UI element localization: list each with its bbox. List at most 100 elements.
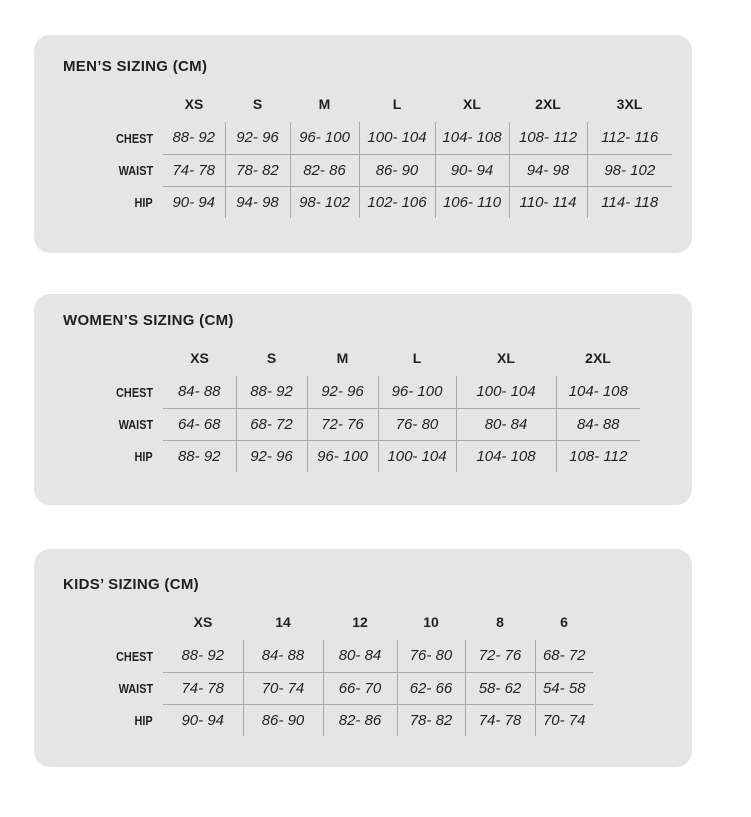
measurement-row: HIP 90- 94 86- 90 82- 86 78- 82 74- 78 70- 74	[63, 704, 593, 736]
size-range-cell: 70- 74	[242, 672, 323, 705]
size-column-header: XS	[184, 96, 204, 112]
size-range-cell: 104- 108	[555, 376, 640, 409]
size-range-cell: 78- 82	[396, 704, 465, 736]
size-column-header: 2XL	[585, 350, 611, 366]
size-range-cell: 80- 84	[455, 408, 556, 441]
size-range-cell: 92- 96	[306, 376, 378, 409]
size-range-cell: 86- 90	[358, 154, 435, 187]
measurement-label: CHEST	[63, 376, 163, 408]
size-range-cell: 100- 104	[358, 122, 435, 155]
size-range-cell: 76- 80	[377, 408, 456, 441]
measurement-label-text: WAIST	[118, 680, 153, 696]
size-column-header: 12	[352, 614, 368, 630]
size-column-header: 6	[560, 614, 568, 630]
measurement-row: CHEST 84- 88 88- 92 92- 96 96- 100 100- 104 10…	[63, 376, 640, 409]
size-range-cell: 74- 78	[163, 154, 225, 187]
size-range-cell: 78- 82	[224, 154, 290, 187]
size-range-cell: 82- 86	[322, 704, 397, 736]
size-range-cell: 54- 58	[534, 672, 593, 705]
size-column-header: M	[336, 350, 349, 366]
size-column-header: 10	[423, 614, 439, 630]
measurement-row: CHEST 88- 92 84- 88 80- 84 76- 80 72- 76 68- 7…	[63, 640, 593, 673]
size-range-cell: 74- 78	[163, 672, 243, 705]
size-range-cell: 82- 86	[289, 154, 359, 187]
size-column-header: 14	[275, 614, 291, 630]
panel-title-kids: KIDS’ SIZING (CM)	[63, 576, 199, 593]
measurement-row: HIP 90- 94 94- 98 98- 102 102- 106 106- 110 11…	[63, 186, 672, 218]
size-range-cell: 88- 92	[163, 122, 225, 155]
measurement-row: HIP 88- 92 92- 96 96- 100 100- 104 104- 108 10…	[63, 440, 640, 472]
measurement-label: HIP	[63, 186, 163, 218]
size-range-cell: 72- 76	[464, 640, 535, 673]
size-range-cell: 96- 100	[377, 376, 456, 409]
size-range-cell: 98- 102	[586, 154, 672, 187]
page: MEN’S SIZING (CM) XS S M L XL 2XL 3XL CHEST 88- …	[0, 35, 751, 817]
size-column-header: S	[252, 96, 263, 112]
measurement-label: HIP	[63, 440, 163, 472]
size-range-cell: 102- 106	[358, 186, 435, 218]
size-range-cell: 108- 112	[555, 440, 640, 472]
size-header-row: XS S M L XL 2XL	[63, 346, 640, 376]
size-range-cell: 100- 104	[455, 376, 556, 409]
size-range-cell: 72- 76	[306, 408, 378, 441]
size-range-cell: 90- 94	[434, 154, 509, 187]
size-column-header: M	[318, 96, 331, 112]
measurement-label-text: HIP	[134, 712, 153, 728]
measurement-label: WAIST	[63, 154, 163, 186]
size-range-cell: 62- 66	[396, 672, 465, 705]
size-range-cell: 114- 118	[586, 186, 672, 218]
measurement-label: WAIST	[63, 408, 163, 440]
mens-sizing-panel: MEN’S SIZING (CM) XS S M L XL 2XL 3XL CHEST 88- …	[34, 35, 692, 253]
size-range-cell: 108- 112	[508, 122, 587, 155]
size-column-header: XL	[463, 96, 481, 112]
measurement-row: WAIST 64- 68 68- 72 72- 76 76- 80 80- 84 84- 8…	[63, 408, 640, 441]
size-range-cell: 112- 116	[586, 122, 672, 155]
size-range-cell: 94- 98	[224, 186, 290, 218]
size-range-cell: 104- 108	[434, 122, 509, 155]
size-range-cell: 76- 80	[396, 640, 465, 673]
measurement-label-text: WAIST	[118, 416, 153, 432]
size-range-cell: 94- 98	[508, 154, 587, 187]
size-range-cell: 90- 94	[172, 193, 216, 211]
size-range-cell: 88- 92	[177, 447, 221, 465]
size-range-cell: 68- 72	[235, 408, 307, 441]
size-range-cell: 80- 84	[322, 640, 397, 673]
size-range-cell: 92- 96	[224, 122, 290, 155]
womens-sizing-table: XS S M L XL 2XL CHEST 84- 88 88- 92 92- 96 96- 100…	[63, 346, 640, 472]
size-range-cell: 96- 100	[289, 122, 359, 155]
size-range-cell: 70- 74	[534, 704, 593, 736]
size-range-cell: 100- 104	[377, 440, 456, 472]
size-column-header: 2XL	[535, 96, 561, 112]
size-header-row: XS S M L XL 2XL 3XL	[63, 92, 672, 122]
size-range-cell: 84- 88	[555, 408, 640, 441]
corner-spacer	[63, 610, 163, 640]
size-range-cell: 58- 62	[464, 672, 535, 705]
size-column-header: L	[412, 350, 422, 366]
measurement-row: CHEST 88- 92 92- 96 96- 100 100- 104 104- 108…	[63, 122, 672, 155]
measurement-label-text: HIP	[134, 194, 153, 210]
womens-sizing-panel: WOMEN’S SIZING (CM) XS S M L XL 2XL CHEST 84- 8…	[34, 294, 692, 505]
size-range-cell: 84- 88	[163, 376, 236, 409]
size-column-header: L	[392, 96, 402, 112]
size-column-header: 3XL	[616, 96, 643, 112]
size-range-cell: 110- 114	[508, 186, 587, 218]
size-column-header: XS	[193, 614, 213, 630]
size-header-row: XS 14 12 10 8 6	[63, 610, 593, 640]
size-range-cell: 92- 96	[235, 440, 307, 472]
kids-sizing-panel: KIDS’ SIZING (CM) XS 14 12 10 8 6 CHEST 88- 92 8…	[34, 549, 692, 767]
corner-spacer	[63, 346, 163, 376]
measurement-label-text: CHEST	[115, 130, 153, 146]
kids-sizing-table: XS 14 12 10 8 6 CHEST 88- 92 84- 88 80- 84 76- 80 7…	[63, 610, 593, 736]
measurement-row: WAIST 74- 78 70- 74 66- 70 62- 66 58- 62 54- 5…	[63, 672, 593, 705]
size-range-cell: 88- 92	[235, 376, 307, 409]
measurement-label-text: CHEST	[115, 384, 153, 400]
measurement-label-text: CHEST	[115, 648, 153, 664]
measurement-label: CHEST	[63, 122, 163, 154]
size-range-cell: 86- 90	[242, 704, 323, 736]
size-range-cell: 90- 94	[181, 711, 225, 729]
size-column-header: XS	[190, 350, 209, 366]
size-range-cell: 74- 78	[464, 704, 535, 736]
size-range-cell: 104- 108	[455, 440, 556, 472]
measurement-label: CHEST	[63, 640, 163, 672]
size-column-header: S	[266, 350, 277, 366]
